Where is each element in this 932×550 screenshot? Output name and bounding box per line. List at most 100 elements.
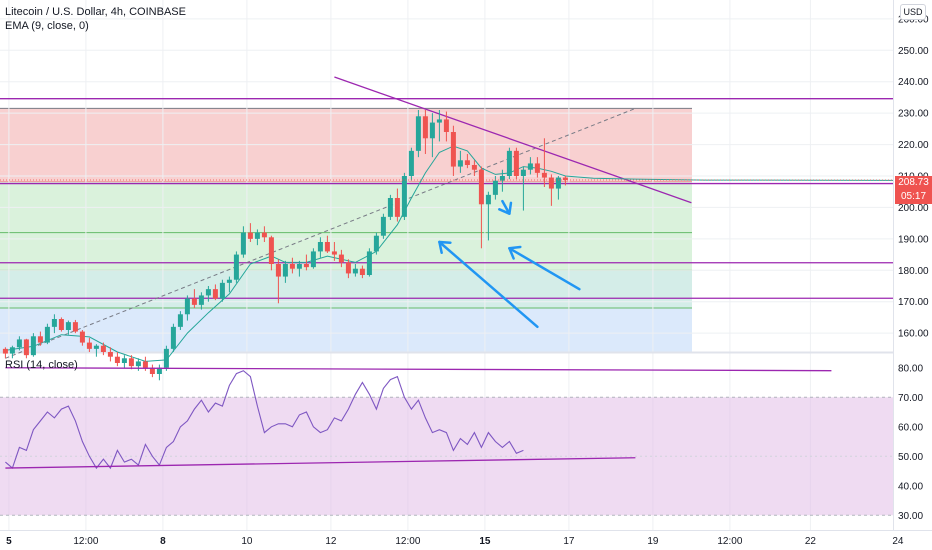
candle-body (534, 163, 540, 173)
candle (128, 355, 134, 370)
time-tick-label: 12 (325, 536, 337, 547)
candle-body (443, 119, 449, 132)
candle-body (317, 242, 323, 252)
descending-trendline (334, 76, 692, 204)
candle-body (338, 254, 344, 263)
price-tick-label: 230.00 (898, 109, 929, 120)
candle (254, 229, 260, 246)
time-tick-label: 12:00 (395, 536, 420, 547)
candle (562, 176, 568, 186)
candle (114, 352, 120, 367)
candle (121, 355, 127, 368)
candle (485, 191, 491, 241)
candle (226, 276, 232, 293)
candle-body (65, 322, 71, 330)
arrow-shaft (501, 199, 511, 215)
candle (520, 166, 526, 211)
price-tick-label: 170.00 (898, 297, 929, 308)
symbol-title[interactable]: Litecoin / U.S. Dollar, 4h, COINBASE (5, 6, 186, 18)
arrow-0 (508, 245, 581, 291)
candle-body (177, 314, 183, 327)
candle-body (268, 237, 274, 264)
candle-body (149, 367, 155, 374)
arrow-shaft (438, 240, 539, 329)
candle-body (128, 358, 134, 367)
rsi-band (0, 351, 932, 516)
candle-body (324, 242, 330, 252)
ema-legend[interactable]: EMA (9, close, 0) (5, 20, 89, 32)
candle-body (457, 160, 463, 167)
candle-body (541, 172, 547, 178)
time-tick-label: 17 (563, 536, 575, 547)
candle (30, 333, 36, 357)
candle-body (205, 289, 211, 296)
candle (457, 150, 463, 173)
candle-body (478, 169, 484, 205)
candle-body (520, 169, 526, 176)
fib-zone-1 (0, 181, 692, 271)
currency-label[interactable]: USD (900, 4, 926, 20)
candle-body (373, 235, 379, 252)
candle-body (58, 319, 64, 330)
time-tick-label: 15 (479, 536, 491, 547)
candles[interactable] (2, 110, 568, 381)
candle (464, 154, 470, 169)
arrow-head (508, 245, 522, 260)
candle-body (9, 347, 15, 354)
price-tick-label: 250.00 (898, 46, 929, 57)
rsi-support-trendline (5, 457, 636, 469)
candle (394, 188, 400, 222)
candle-body (226, 279, 232, 283)
candle-body (37, 336, 43, 343)
fib-diagonal-line (5, 107, 636, 359)
candle-body (527, 163, 533, 170)
candle (58, 317, 64, 332)
arrow-annotations (438, 199, 581, 329)
candle (268, 235, 274, 271)
candle (366, 248, 372, 277)
candle-body (142, 361, 148, 368)
arrow-2 (498, 199, 513, 215)
candle (541, 138, 547, 187)
candle-body (436, 119, 442, 123)
rsi-legend[interactable]: RSI (14, close) (5, 359, 78, 371)
candle-body (345, 262, 351, 274)
candle-body (380, 216, 386, 236)
rsi-tick-label: 60.00 (898, 422, 923, 433)
candle (247, 223, 253, 242)
candle (373, 232, 379, 255)
candle (44, 323, 50, 345)
candle-body (247, 232, 253, 239)
last-price-value: 208.73 (898, 177, 929, 188)
candle (387, 194, 393, 220)
candle-body (275, 264, 281, 277)
candle-body (492, 180, 498, 195)
candle-body (163, 348, 169, 368)
candle (443, 111, 449, 142)
time-tick-label: 24 (892, 536, 904, 547)
candle (16, 336, 22, 351)
last-price-tag: 208.73 05:17 (895, 176, 932, 204)
candle (359, 265, 365, 279)
candle-body (296, 264, 302, 269)
candle-body (107, 352, 113, 357)
candle (240, 226, 246, 258)
fib-zones (0, 107, 692, 352)
candle (2, 347, 8, 359)
candle-body (261, 232, 267, 238)
candle (37, 331, 43, 346)
candle (65, 320, 71, 335)
candle (310, 248, 316, 269)
candle (345, 259, 351, 279)
candle-body (16, 339, 22, 348)
candle-body (51, 319, 57, 327)
candle-body (282, 264, 288, 277)
candle (415, 110, 421, 158)
candle-body (303, 264, 309, 268)
candle (478, 166, 484, 249)
candle-body (121, 358, 127, 363)
candle (513, 147, 519, 180)
candle-body (422, 116, 428, 139)
candle (422, 110, 428, 154)
